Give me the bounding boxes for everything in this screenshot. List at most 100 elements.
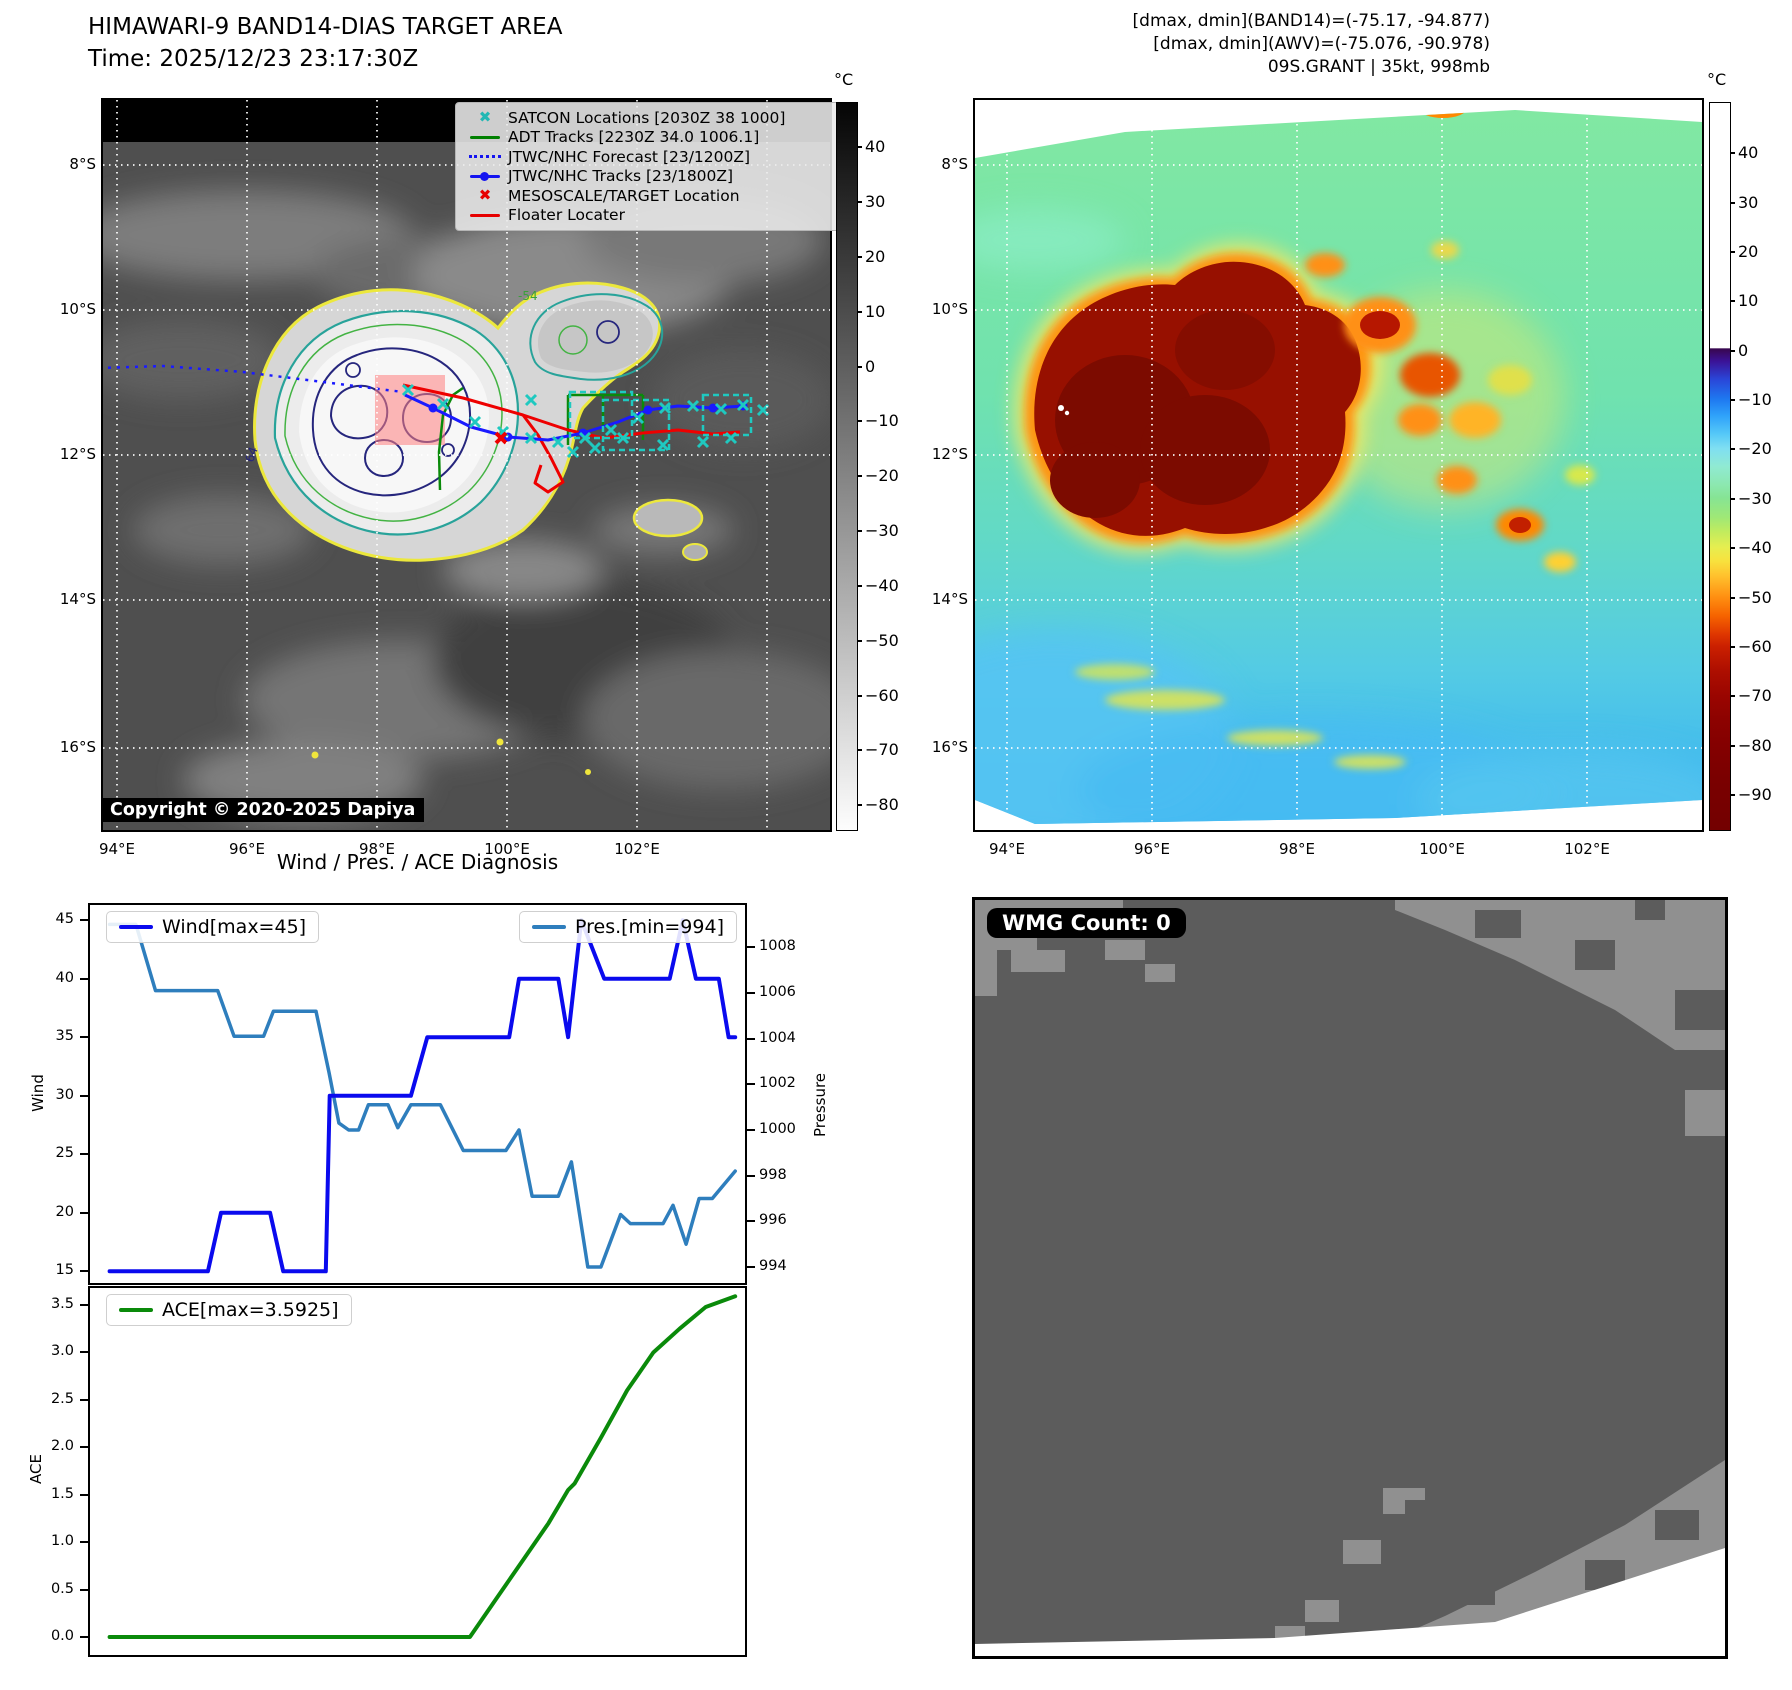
pressure-axis-tick-label: 996 xyxy=(759,1212,787,1229)
jtwc-forecast-track xyxy=(103,364,404,394)
band14-colorbar-tick-mark xyxy=(857,310,862,313)
legend-marker-glyph: ✖ xyxy=(478,108,492,127)
pressure-axis-tick-label: 1000 xyxy=(759,1120,796,1137)
pressure-axis-tick-mark xyxy=(747,1083,755,1086)
awv-lat-tick: 8°S xyxy=(941,155,968,173)
map-legend: ✖ SATCON Locations [2030Z 38 1000] ADT Tra… xyxy=(455,102,843,231)
wind-axis-tick-label: 20 xyxy=(55,1203,74,1220)
wind-axis-tick-mark xyxy=(80,1270,88,1273)
pressure-axis-tick-label: 998 xyxy=(759,1166,787,1183)
series-line xyxy=(107,1294,738,1639)
band14-map-graphic: -54 64 xyxy=(103,100,830,830)
awv-colorbar-tick-label: 40 xyxy=(1738,143,1759,163)
awv-colorbar-tick-label: −20 xyxy=(1738,439,1772,459)
linedot-line-icon xyxy=(462,171,508,181)
wind-axis-tick-mark xyxy=(80,1036,88,1039)
awv-colorbar xyxy=(1709,102,1731,831)
awv-colorbar-tick-mark xyxy=(1730,547,1735,550)
ace-axis-tick-mark xyxy=(80,1446,88,1449)
band14-colorbar-tick-mark xyxy=(857,584,862,587)
target-x-icon: ✖ xyxy=(462,188,508,203)
awv-colorbar-tick-label: −50 xyxy=(1738,587,1772,607)
wmg-count-badge: WMG Count: 0 xyxy=(987,908,1186,938)
wind-axis-tick-label: 25 xyxy=(55,1145,74,1162)
awv-lon-tick: 96°E xyxy=(1133,840,1171,858)
pressure-axis-tick-mark xyxy=(747,991,755,994)
wind-axis-tick-mark xyxy=(80,1211,88,1214)
map-legend-label: SATCON Locations [2030Z 38 1000] xyxy=(508,108,786,127)
awv-colorbar-tick-label: −60 xyxy=(1738,636,1772,656)
awv-colorbar-tick-mark xyxy=(1730,596,1735,599)
series-line xyxy=(107,922,737,1269)
band14-lat-tick: 16°S xyxy=(59,738,96,756)
legend-line xyxy=(470,213,500,217)
awv-lon-tick: 98°E xyxy=(1278,840,1316,858)
pressure-axis-tick-label: 1004 xyxy=(759,1029,796,1046)
band14-colorbar-tick-label: 20 xyxy=(865,247,886,266)
band14-colorbar-tick-label: 10 xyxy=(865,301,886,321)
band14-colorbar xyxy=(836,102,858,831)
awv-colorbar-tick-mark xyxy=(1730,399,1735,402)
pressure-legend-label: Pres.[min=994] xyxy=(575,916,724,938)
band14-colorbar-tick-label: −80 xyxy=(865,795,899,815)
awv-colorbar-tick-label: −10 xyxy=(1738,390,1772,410)
legend-dot-icon xyxy=(480,171,489,181)
wind-legend-label: Wind[max=45] xyxy=(162,916,307,938)
map-legend-label: ADT Tracks [2230Z 34.0 1006.1] xyxy=(508,128,760,147)
ace-axis-tick-mark xyxy=(80,1398,88,1401)
line-line-icon xyxy=(462,135,508,139)
pressure-axis-tick-label: 1008 xyxy=(759,938,796,955)
band14-lon-tick: 96°E xyxy=(228,840,266,858)
wind-axis-tick-mark xyxy=(80,1094,88,1097)
band14-colorbar-tick-mark xyxy=(857,804,862,807)
awv-colorbar-tick-mark xyxy=(1730,645,1735,648)
pressure-legend: Pres.[min=994] xyxy=(519,911,737,943)
ace-axis-tick-mark xyxy=(80,1493,88,1496)
wind-axis-tick-label: 35 xyxy=(55,1028,74,1045)
awv-lat-tick: 12°S xyxy=(931,445,968,463)
awv-colorbar-tick-label: 10 xyxy=(1738,291,1759,311)
ace-axis-tick-label: 3.0 xyxy=(50,1343,74,1360)
awv-lon-tick: 100°E xyxy=(1419,840,1465,858)
awv-colorbar-tick-label: −70 xyxy=(1738,686,1772,706)
map-legend-item: JTWC/NHC Forecast [23/1200Z] xyxy=(462,147,834,167)
awv-lat-tick: 14°S xyxy=(931,590,968,608)
copyright-badge: Copyright © 2020-2025 Dapiya xyxy=(101,798,425,822)
wmg-map-graphic xyxy=(975,900,1725,1656)
band14-colorbar-tick-mark xyxy=(857,146,862,149)
band14-colorbar-tick-label: −20 xyxy=(865,466,899,486)
awv-colorbar-tick-mark xyxy=(1730,300,1735,303)
wind-axis-tick-mark xyxy=(80,1153,88,1156)
awv-colorbar-tick-mark xyxy=(1730,250,1735,253)
legend-dotted-line xyxy=(469,155,501,159)
legend-line xyxy=(470,135,500,139)
awv-colorbar-tick-label: 0 xyxy=(1738,340,1749,360)
band14-colorbar-tick-label: −10 xyxy=(865,411,899,431)
map-legend-item: Floater Locater xyxy=(462,206,834,226)
awv-colorbar-tick-label: −40 xyxy=(1738,538,1772,558)
band14-colorbar-tick-mark xyxy=(857,256,862,258)
band14-lon-tick: 100°E xyxy=(484,840,530,858)
ace-axis-tick-label: 0.5 xyxy=(50,1580,74,1597)
ace-axis-tick-mark xyxy=(80,1541,88,1544)
pressure-axis-tick-mark xyxy=(747,1266,755,1268)
map-legend-item: ✖ MESOSCALE/TARGET Location xyxy=(462,186,834,206)
map-legend-label: JTWC/NHC Tracks [23/1800Z] xyxy=(508,167,734,186)
contour-label-minus54: -54 xyxy=(518,289,538,303)
awv-colorbar-tick-mark xyxy=(1730,794,1735,797)
awv-colorbar-tick-mark xyxy=(1730,201,1735,204)
wind-legend: Wind[max=45] xyxy=(106,911,320,943)
band14-satellite-map: -54 64 xyxy=(101,98,843,832)
awv-map-graphic xyxy=(975,100,1702,830)
line-line-icon xyxy=(462,213,508,217)
band14-colorbar-tick-label: −60 xyxy=(865,685,899,705)
pressure-axis-tick-mark xyxy=(747,946,755,949)
pressure-axis-tick-mark xyxy=(747,1174,755,1177)
pressure-axis-tick-mark xyxy=(747,1220,755,1223)
band14-colorbar-tick-mark xyxy=(857,420,862,423)
page-title: HIMAWARI-9 BAND14-DIAS TARGET AREA xyxy=(88,14,563,40)
ace-axis-tick-label: 1.5 xyxy=(50,1485,74,1502)
awv-colorbar-tick-label: 20 xyxy=(1738,241,1759,261)
wind-axis-tick-mark xyxy=(80,919,88,922)
awv-lon-tick: 102°E xyxy=(1564,840,1610,858)
